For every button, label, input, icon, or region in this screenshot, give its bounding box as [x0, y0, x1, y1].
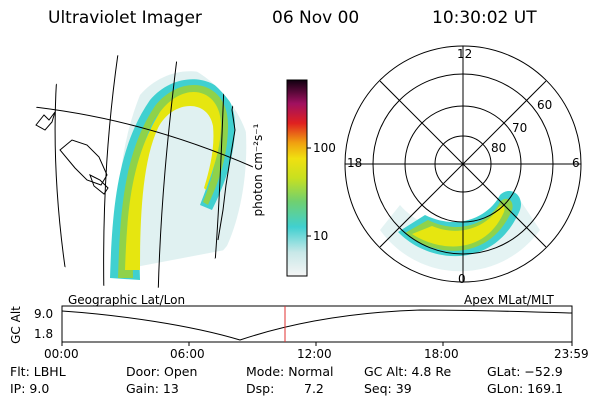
- time-tick-12: 12:00: [297, 347, 332, 361]
- colorbar-tick-100: 100: [313, 141, 336, 155]
- time-tick-2359: 23:59: [554, 347, 589, 361]
- ip-info: IP: 9.0: [10, 381, 50, 396]
- geographic-latitude-info: GLat: −52.9: [487, 364, 563, 379]
- lat-label-70: 70: [512, 121, 528, 135]
- gc-altitude-info: GC Alt: 4.8 Re: [364, 364, 452, 379]
- door-info: Door: Open: [126, 364, 198, 379]
- time-label: 10:30:02 UT: [432, 8, 537, 28]
- colorbar-units-label: photon cm⁻²s⁻¹: [251, 123, 265, 217]
- lat-label-60: 60: [537, 98, 553, 112]
- mlt-label-12: 12: [457, 47, 473, 61]
- mlt-label-6: 6: [572, 156, 580, 170]
- mode-info: Mode: Normal: [246, 364, 334, 379]
- dsp-label: Dsp:: [246, 381, 275, 396]
- lat-label-80: 80: [491, 141, 507, 155]
- time-tick-18: 18:00: [424, 347, 459, 361]
- date-label: 06 Nov 00: [272, 8, 360, 28]
- instrument-title: Ultraviolet Imager: [48, 8, 202, 28]
- gain-info: Gain: 13: [126, 381, 179, 396]
- mlt-label-0: 0: [458, 272, 466, 286]
- altitude-plot: [61, 305, 573, 346]
- time-tick-00: 00:00: [44, 347, 79, 361]
- colorbar-tick-10: 10: [313, 229, 329, 243]
- filter-info: Flt: LBHL: [10, 364, 66, 379]
- polar-mlt-plot: [344, 45, 582, 283]
- dsp-value: 7.2: [304, 381, 324, 396]
- altitude-axis-label: GC Alt: [9, 306, 23, 344]
- time-tick-06: 06:00: [170, 347, 205, 361]
- altitude-tick-high: 9.0: [34, 307, 54, 321]
- altitude-tick-low: 1.8: [34, 327, 54, 341]
- sequence-info: Seq: 39: [364, 381, 412, 396]
- right-panel-caption: Apex MLat/MLT: [464, 293, 554, 307]
- color-scale-bar: [286, 79, 308, 277]
- geographic-longitude-info: GLon: 169.1: [487, 381, 563, 396]
- left-panel-caption: Geographic Lat/Lon: [68, 293, 186, 307]
- geographic-image-panel: [17, 54, 253, 290]
- mlt-label-18: 18: [347, 156, 363, 170]
